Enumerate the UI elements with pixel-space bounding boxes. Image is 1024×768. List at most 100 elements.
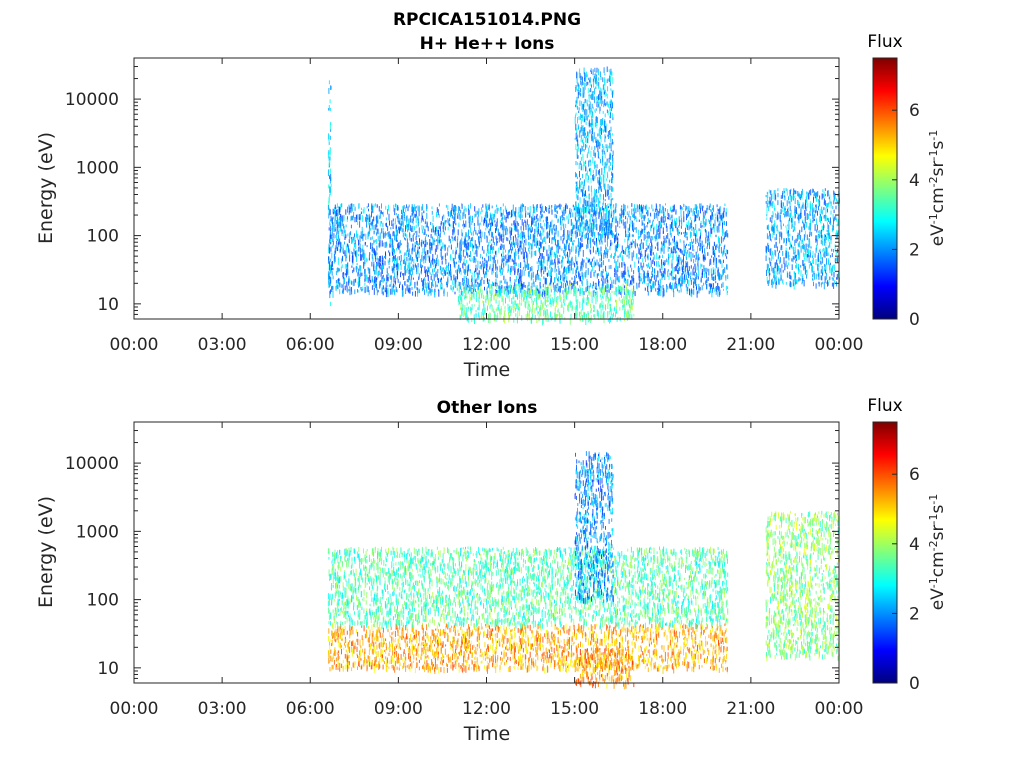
spectrogram-cell [412,216,414,220]
spectrogram-cell [438,229,439,237]
spectrogram-cell [597,273,599,276]
spectrogram-cell [353,214,354,218]
spectrogram-cell [675,266,677,272]
spectrogram-cell [380,272,382,277]
spectrogram-cell [449,218,451,222]
spectrogram-cell [726,290,728,293]
spectrogram-cell [582,125,584,131]
spectrogram-cell [607,183,609,189]
spectrogram-cell [638,273,640,278]
spectrogram-cell [579,316,581,321]
spectrogram-cell [598,186,600,194]
spectrogram-cell [690,242,692,247]
spectrogram-cell [514,251,516,257]
spectrogram-cell [496,204,498,208]
spectrogram-cell [576,213,578,218]
spectrogram-cell [430,242,432,246]
spectrogram-cell [704,215,705,219]
spectrogram-cell [575,247,577,253]
spectrogram-cell [587,243,589,249]
spectrogram-cell [363,249,365,254]
spectrogram-cell [624,249,626,255]
spectrogram-cell [411,266,412,272]
spectrogram-cell [626,233,628,238]
spectrogram-cell [328,257,330,262]
spectrogram-cell [590,243,592,249]
spectrogram-cell [542,246,544,253]
spectrogram-cell [403,214,405,218]
spectrogram-cell [377,214,379,221]
spectrogram-cell [339,249,341,253]
spectrogram-cell [329,222,331,225]
spectrogram-cell [518,263,520,268]
spectrogram-cell [640,230,642,236]
spectrogram-cell [483,219,485,226]
spectrogram-cell [687,278,688,284]
spectrogram-cell [600,186,602,192]
spectrogram-cell [448,245,450,248]
spectrogram-cell [576,71,578,78]
spectrogram-cell [671,222,672,229]
spectrogram-cell [553,237,555,241]
spectrogram-cell [328,151,330,159]
spectrogram-cell [526,219,528,226]
spectrogram-cell [404,265,405,270]
spectrogram-cell [595,74,597,81]
spectrogram-cell [501,271,503,275]
spectrogram-cell [557,239,559,247]
spectrogram-cell [561,220,563,227]
spectrogram-cell [589,145,590,148]
spectrogram-cell [396,240,398,242]
spectrogram-cell [568,245,570,251]
spectrogram-cell [484,286,485,291]
spectrogram-cell [604,152,606,159]
spectrogram-cell [517,249,519,255]
spectrogram-cell [623,249,624,254]
spectrogram-cell [575,144,577,150]
spectrogram-cell [555,296,557,303]
spectrogram-cell [388,235,390,239]
spectrogram-cell [376,219,377,226]
spectrogram-cell [476,277,478,281]
spectrogram-cell [463,220,464,226]
spectrogram-cell [660,265,662,269]
spectrogram-cell [606,79,608,83]
spectrogram-cell [592,239,594,243]
spectrogram-cell [331,228,333,231]
spectrogram-cell [603,181,605,187]
spectrogram-cell [429,239,431,246]
spectrogram-cell [410,215,412,223]
spectrogram-cell [701,285,703,291]
spectrogram-cell [662,270,664,277]
spectrogram-cell [472,230,474,236]
spectrogram-cell [615,203,617,207]
spectrogram-cell [616,264,617,270]
spectrogram-cell [394,218,396,225]
spectrogram-cell [528,247,530,252]
spectrogram-cell [551,237,553,245]
spectrogram-cell [468,216,470,223]
spectrogram-cell [465,307,467,314]
spectrogram-cell [624,285,626,289]
panel-title: H+ He++ Ions [420,34,555,54]
spectrogram-cell [591,197,593,205]
spectrogram-cell [677,263,679,266]
spectrogram-cell [347,245,349,253]
spectrogram-cell [573,207,575,211]
spectrogram-cell [338,230,340,235]
spectrogram-cell [375,239,377,245]
spectrogram-cell [554,277,556,283]
spectrogram-cell [698,216,700,221]
spectrogram-cell [413,218,414,222]
spectrogram-cell [706,239,708,243]
spectrogram-cell [626,246,628,249]
spectrogram-cell [399,217,401,225]
spectrogram-cell [479,241,481,246]
spectrogram-cell [686,243,687,246]
spectrogram-cell [644,278,646,284]
spectrogram-cell [474,213,476,218]
spectrogram-cell [332,216,334,220]
spectrogram-cell [530,252,532,259]
spectrogram-cell [329,247,331,254]
spectrogram-cell [390,288,392,295]
